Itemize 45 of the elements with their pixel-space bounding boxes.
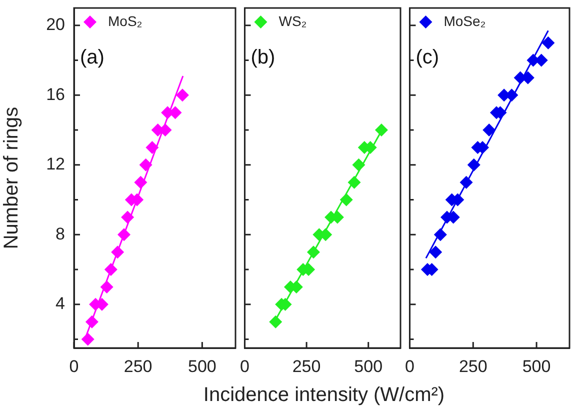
x-tick-label: 0: [69, 356, 79, 376]
annotation: (a): [80, 46, 104, 69]
point: [340, 193, 353, 206]
point: [176, 88, 189, 102]
y-axis-title: Number of rings: [0, 106, 23, 250]
point: [81, 332, 94, 346]
y-tick-label: 12: [46, 154, 65, 174]
point: [352, 158, 366, 172]
x-axis-title: Incidence intensity (W/cm²): [202, 384, 446, 407]
point: [482, 124, 496, 137]
point: [434, 228, 447, 242]
legend-label: MoSe₂: [444, 12, 486, 29]
annotation: (b): [250, 46, 276, 69]
legend-label: MoS₂: [108, 12, 142, 29]
x-tick-label: 250: [458, 356, 488, 376]
x-tick-label: 0: [404, 356, 414, 376]
x-tick-label: 500: [188, 356, 216, 376]
point: [348, 176, 361, 189]
point: [429, 246, 442, 259]
point: [100, 280, 114, 294]
x-tick-label: 250: [292, 356, 321, 376]
point: [460, 176, 473, 189]
point: [269, 315, 282, 328]
point: [134, 176, 148, 189]
y-tick-label: 4: [56, 294, 65, 314]
annotation: (c): [416, 46, 440, 69]
x-tick-label: 250: [124, 356, 152, 376]
point: [117, 228, 130, 242]
point: [306, 246, 320, 259]
point: [104, 263, 118, 276]
point: [146, 140, 159, 154]
point: [542, 36, 555, 50]
point: [139, 158, 152, 172]
point: [121, 210, 134, 224]
y-tick-label: 20: [46, 15, 65, 34]
point: [111, 246, 124, 259]
y-tick-label: 16: [46, 84, 65, 104]
point: [85, 315, 98, 328]
y-tick-label: 8: [56, 224, 65, 244]
x-tick-label: 500: [354, 356, 383, 376]
point: [467, 158, 480, 172]
x-tick-label: 0: [240, 356, 250, 376]
x-tick-label: 500: [522, 356, 551, 376]
point: [374, 124, 388, 137]
legend-label: WS₂: [278, 12, 307, 29]
